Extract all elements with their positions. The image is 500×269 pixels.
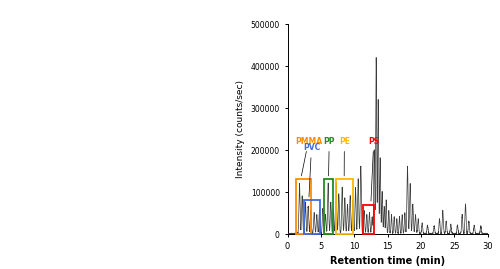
Text: PP: PP bbox=[324, 137, 335, 176]
X-axis label: Retention time (min): Retention time (min) bbox=[330, 256, 445, 266]
Text: PMMA: PMMA bbox=[295, 137, 322, 176]
Text: PVC: PVC bbox=[303, 143, 320, 197]
Bar bbox=[324, 179, 333, 234]
Y-axis label: Intensity (counts/sec): Intensity (counts/sec) bbox=[236, 80, 245, 178]
Bar bbox=[296, 179, 311, 234]
Bar bbox=[336, 179, 353, 234]
Text: PS: PS bbox=[368, 137, 380, 201]
Text: PE: PE bbox=[339, 137, 350, 176]
Bar bbox=[304, 200, 320, 234]
Bar bbox=[363, 205, 374, 234]
